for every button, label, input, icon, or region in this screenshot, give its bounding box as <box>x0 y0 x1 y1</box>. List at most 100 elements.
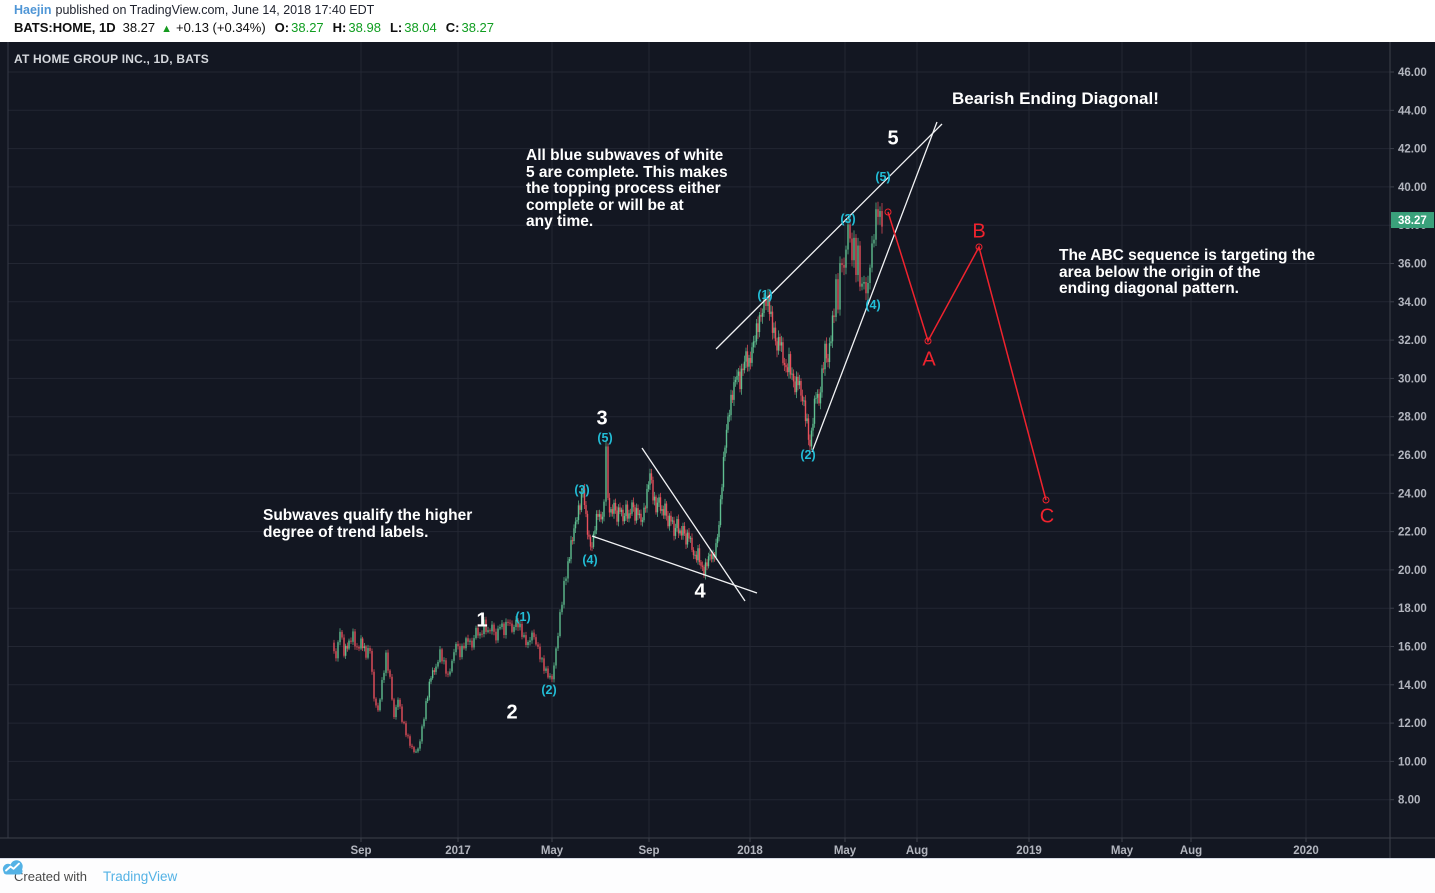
subwave-label: (2) <box>541 683 557 697</box>
candlestick <box>611 509 614 514</box>
candlestick <box>441 649 443 662</box>
candlestick <box>467 638 469 642</box>
candlestick <box>835 279 837 318</box>
price-axis-label: 40.00 <box>1398 182 1427 194</box>
ending-diagonal-upper-trendline[interactable] <box>715 123 943 350</box>
candlestick <box>415 751 417 753</box>
candlestick <box>387 652 389 671</box>
candlestick <box>395 707 397 718</box>
candlestick <box>861 283 863 287</box>
candlestick <box>598 514 601 517</box>
candlestick <box>333 642 335 652</box>
candlestick <box>689 537 692 539</box>
publish-text: published on TradingView.com, June 14, 2… <box>55 3 375 17</box>
annotation-subwaves-complete: All blue subwaves of white 5 are complet… <box>526 147 728 230</box>
candlestick <box>451 660 453 672</box>
candlestick <box>335 651 337 659</box>
wave4-triangle-upper-trendline[interactable] <box>641 447 746 602</box>
candlestick <box>503 623 505 636</box>
candlestick <box>731 394 734 400</box>
candlestick <box>797 376 799 386</box>
candlestick <box>623 516 626 522</box>
candlestick <box>863 281 865 284</box>
candlestick <box>373 671 375 699</box>
candlestick <box>806 418 808 422</box>
wave-number-label: 4 <box>694 580 706 603</box>
candlestick <box>568 559 571 562</box>
abc-projection-path[interactable] <box>887 211 1047 501</box>
candlestick <box>670 515 672 522</box>
candlestick-series <box>333 201 883 754</box>
candlestick <box>425 701 427 720</box>
candlestick <box>507 621 509 623</box>
candlestick <box>798 381 801 386</box>
candlestick <box>343 637 345 656</box>
candlestick <box>859 245 861 287</box>
candlestick <box>749 358 752 363</box>
candlestick <box>601 516 604 520</box>
candlestick <box>644 507 647 509</box>
candlestick <box>768 295 771 315</box>
candlestick <box>721 487 723 500</box>
candlestick <box>570 540 572 560</box>
candlestick <box>757 323 759 333</box>
author-link[interactable]: Haejin <box>14 3 52 17</box>
candlestick <box>786 367 789 373</box>
candlestick <box>807 418 810 440</box>
candlestick <box>582 488 584 493</box>
price-axis-label: 28.00 <box>1398 412 1427 424</box>
header-bar: Haejin published on TradingView.com, June… <box>0 0 1435 42</box>
tradingview-link[interactable]: TradingView <box>2 860 177 884</box>
candlestick <box>673 520 675 536</box>
candlestick <box>853 237 855 261</box>
candlestick <box>760 314 762 317</box>
candlestick <box>533 632 535 638</box>
candlestick <box>773 327 775 333</box>
candlestick <box>685 533 687 545</box>
ending-diagonal-lower-trendline[interactable] <box>811 121 938 453</box>
candlestick <box>879 211 881 217</box>
price-axis-label: 14.00 <box>1398 680 1427 692</box>
candlestick <box>649 473 651 485</box>
candlestick <box>352 631 354 642</box>
candlestick <box>435 666 437 672</box>
candlestick <box>519 623 521 628</box>
candlestick <box>527 642 529 646</box>
candlestick <box>637 508 639 516</box>
candlestick <box>674 528 677 536</box>
price-axis-label: 34.00 <box>1398 297 1427 309</box>
candlestick <box>737 371 740 376</box>
candlestick <box>344 645 347 656</box>
price-axis-label: 10.00 <box>1398 756 1427 768</box>
candlestick <box>588 534 590 537</box>
candlestick <box>346 645 349 649</box>
wave4-triangle-lower-trendline[interactable] <box>591 535 758 594</box>
subwave-label: (4) <box>582 553 598 567</box>
candlestick <box>610 509 612 513</box>
candlestick <box>591 546 593 548</box>
candlestick <box>445 660 447 674</box>
candlestick <box>513 626 515 632</box>
candlestick <box>722 456 725 488</box>
candlestick <box>763 299 765 314</box>
candlestick <box>583 488 586 506</box>
candlestick <box>555 648 557 666</box>
candlestick <box>356 646 358 648</box>
chart-pane[interactable]: 46.00 44.00 42.00 40.00 3 8.00 36.00 34.00 32.00… <box>0 42 1435 858</box>
symbol-label: BATS:HOME, 1D <box>14 20 116 35</box>
price-chart-canvas[interactable]: 46.00 44.00 42.00 40.00 3 8.00 36.00 34.00 32.00… <box>0 42 1435 858</box>
high-label: H: <box>332 20 347 35</box>
candlestick <box>399 699 401 707</box>
candlestick <box>656 502 659 513</box>
candlestick <box>761 313 764 317</box>
time-axis-label: Sep <box>638 845 659 857</box>
candlestick <box>375 698 377 706</box>
candlestick <box>828 343 831 363</box>
candlestick <box>426 697 429 702</box>
candlestick <box>553 665 555 680</box>
candlestick <box>423 719 425 727</box>
candlestick <box>557 636 559 649</box>
candlestick <box>495 631 497 641</box>
candlestick <box>677 519 680 534</box>
candlestick <box>777 337 780 351</box>
